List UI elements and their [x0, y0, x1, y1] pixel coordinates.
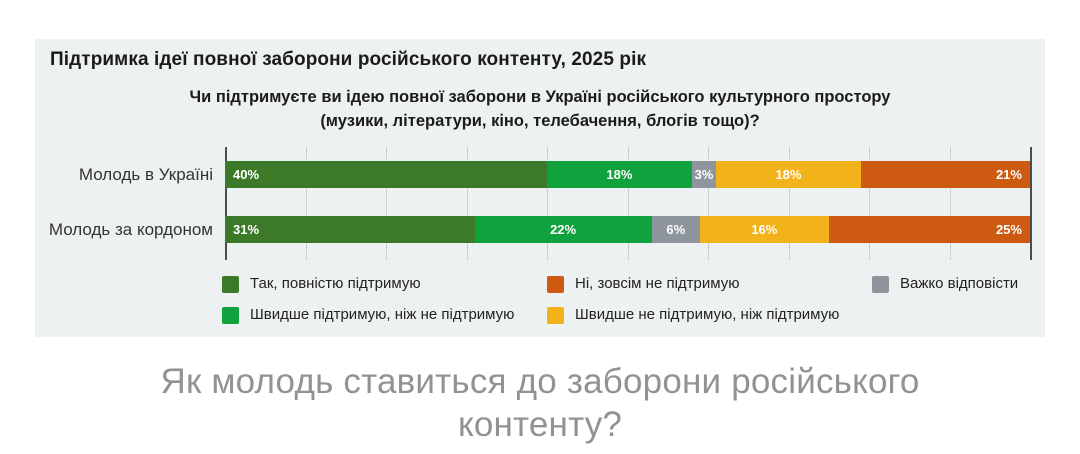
gridline	[869, 147, 870, 260]
chart-panel: Підтримка ідеї повної заборони російсько…	[35, 39, 1045, 337]
legend-item: Важко відповісти	[872, 275, 1018, 293]
legend-item: Швидше не підтримую, ніж підтримую	[547, 306, 839, 324]
bar-value-label: 16%	[751, 222, 778, 237]
bar-segment: 22%	[474, 216, 652, 243]
axis-line	[225, 147, 227, 260]
gridline	[788, 147, 790, 260]
chart-subtitle: Чи підтримуєте ви ідею повної заборони в…	[35, 86, 1045, 134]
bar-segment: 18%	[547, 161, 692, 188]
bar-value-label: 6%	[666, 222, 686, 237]
bar-value-label: 40%	[233, 167, 260, 182]
legend-swatch-icon	[222, 275, 239, 293]
bar-segment: 6%	[651, 216, 700, 243]
chart-subtitle-line-2: (музики, літератури, кіно, телебачення, …	[320, 111, 760, 130]
bar-segment: 16%	[699, 216, 829, 243]
legend-label: Так, повністю підтримую	[250, 275, 421, 292]
stacked-bar: 31% 22% 6% 16% 25%	[225, 216, 1030, 243]
category-label: Молодь в Україні	[78, 165, 213, 184]
image-caption-line-1: Як молодь ставиться до заборони російськ…	[160, 362, 920, 401]
legend-item: Швидше підтримую, ніж не підтримую	[222, 306, 514, 324]
bar-value-label: 3%	[694, 167, 714, 182]
bar-value-label: 31%	[233, 222, 260, 237]
bar-row-youth-abroad: Молодь за кордоном 31% 22% 6% 16% 25%	[35, 216, 1045, 243]
legend-column-3: Важко відповісти	[872, 275, 1018, 293]
bar-value-label: 18%	[606, 167, 633, 182]
legend-item: Так, повністю підтримую	[222, 275, 514, 293]
bar-value-label: 25%	[995, 222, 1022, 237]
bar-segment: 18%	[716, 161, 861, 188]
axis-line	[1030, 147, 1032, 260]
gridline	[547, 147, 548, 260]
legend-label: Швидше підтримую, ніж не підтримую	[250, 306, 515, 323]
image-caption-line-2: контенту?	[457, 405, 623, 445]
legend-column-1: Так, повністю підтримую Швидше підтримую,…	[222, 275, 514, 324]
image-caption: Як молодь ставиться до заборони російськ…	[0, 360, 1080, 446]
bar-segment: 3%	[691, 161, 717, 188]
bar-value-label: 21%	[995, 167, 1022, 182]
chart-legend: Так, повністю підтримую Швидше підтримую,…	[35, 275, 1045, 331]
bar-value-label: 18%	[775, 167, 802, 182]
gridline	[386, 147, 387, 260]
legend-swatch-icon	[222, 306, 239, 324]
gridline	[949, 147, 951, 260]
legend-label: Швидше не підтримую, ніж підтримую	[575, 306, 840, 323]
gridline	[708, 147, 709, 260]
bar-row-youth-in-ukraine: Молодь в Україні 40% 18% 3% 18% 21%	[35, 161, 1045, 188]
legend-swatch-icon	[872, 275, 889, 293]
legend-label: Важко відповісти	[900, 275, 1019, 292]
chart-title: Підтримка ідеї повної заборони російсько…	[50, 49, 647, 70]
gridline	[466, 147, 468, 260]
plot-area	[225, 147, 1032, 260]
legend-column-2: Ні, зовсім не підтримую Швидше не підтрим…	[547, 275, 839, 324]
legend-label: Ні, зовсім не підтримую	[575, 275, 740, 292]
chart-subtitle-line-1: Чи підтримуєте ви ідею повної заборони в…	[189, 88, 891, 106]
gridline	[627, 147, 629, 260]
bar-segment: 31%	[225, 216, 475, 243]
category-label: Молодь за кордоном	[48, 220, 213, 239]
legend-item: Ні, зовсім не підтримую	[547, 275, 839, 293]
gridline	[305, 147, 307, 260]
stacked-bar: 40% 18% 3% 18% 21%	[225, 161, 1030, 188]
bar-segment: 21%	[860, 161, 1030, 188]
bar-value-label: 22%	[550, 222, 577, 237]
bar-segment: 40%	[225, 161, 547, 188]
legend-swatch-icon	[547, 275, 564, 293]
bar-segment: 25%	[828, 216, 1030, 243]
legend-swatch-icon	[547, 306, 564, 324]
